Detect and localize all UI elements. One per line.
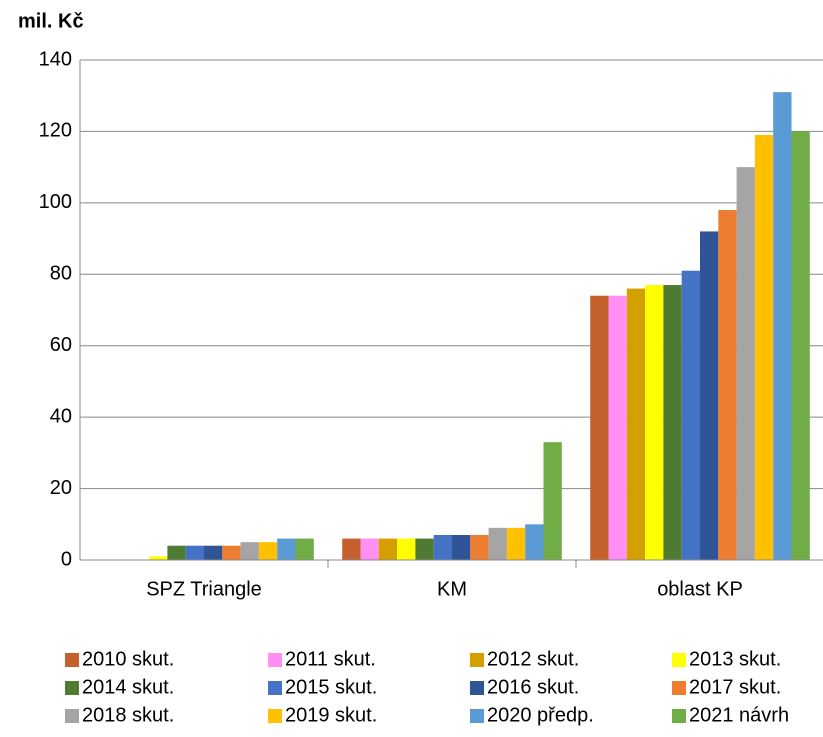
legend-label: 2017 skut. (689, 676, 781, 698)
legend-swatch (268, 681, 282, 695)
bar (240, 542, 259, 560)
legend-swatch (470, 681, 484, 695)
legend-label: 2016 skut. (487, 676, 579, 698)
bar (452, 535, 471, 560)
bar (791, 131, 810, 560)
y-tick-label: 100 (39, 191, 72, 213)
bar (718, 210, 737, 560)
legend-label: 2011 skut. (285, 648, 376, 670)
legend-swatch (65, 653, 79, 667)
bar (342, 538, 361, 560)
legend-swatch (672, 681, 686, 695)
y-tick-label: 40 (50, 405, 72, 427)
legend-label: 2014 skut. (82, 676, 174, 698)
bar (754, 135, 774, 560)
bar (626, 288, 646, 560)
bar (433, 535, 452, 560)
bar (488, 527, 507, 560)
bar (222, 545, 241, 560)
bar (736, 167, 755, 560)
bar (663, 285, 682, 560)
bar (167, 545, 186, 560)
x-tick-label: SPZ Triangle (146, 578, 262, 600)
legend-swatch (470, 653, 484, 667)
legend-swatch (672, 653, 686, 667)
bar (295, 538, 314, 560)
bar (543, 442, 562, 560)
legend-label: 2021 návrh (689, 704, 789, 726)
x-tick-label: KM (437, 578, 467, 600)
y-tick-label: 0 (61, 548, 72, 570)
bar (773, 92, 792, 561)
bar (204, 545, 223, 560)
legend-swatch (268, 709, 282, 723)
legend-label: 2015 skut. (285, 676, 377, 698)
bar (258, 542, 278, 560)
bar (506, 527, 526, 560)
bar (415, 538, 434, 560)
bar (470, 535, 489, 560)
bar (378, 538, 398, 560)
bar (185, 545, 204, 560)
y-tick-label: 120 (39, 120, 72, 142)
bar (681, 270, 700, 560)
bar (149, 556, 168, 560)
bar (700, 231, 719, 560)
bar (590, 295, 609, 560)
bar (608, 295, 627, 560)
y-tick-label: 80 (50, 263, 72, 285)
legend-label: 2010 skut. (82, 648, 174, 670)
y-tick-label: 140 (39, 48, 72, 70)
legend-label: 2020 předp. (487, 704, 594, 726)
legend-swatch (268, 653, 282, 667)
legend-swatch (672, 709, 686, 723)
bar (645, 285, 664, 560)
legend-swatch (470, 709, 484, 723)
legend-label: 2013 skut. (689, 648, 781, 670)
y-tick-label: 60 (50, 334, 72, 356)
legend-swatch (65, 681, 79, 695)
bar (525, 524, 544, 560)
bar (360, 538, 379, 560)
y-tick-label: 20 (50, 477, 72, 499)
legend-label: 2012 skut. (487, 648, 579, 670)
x-tick-label: oblast KP (657, 578, 743, 600)
bar (397, 538, 416, 560)
chart-title: mil. Kč (18, 10, 84, 32)
legend-label: 2018 skut. (82, 704, 174, 726)
bar (277, 538, 296, 560)
legend-swatch (65, 709, 79, 723)
legend-label: 2019 skut. (285, 704, 377, 726)
